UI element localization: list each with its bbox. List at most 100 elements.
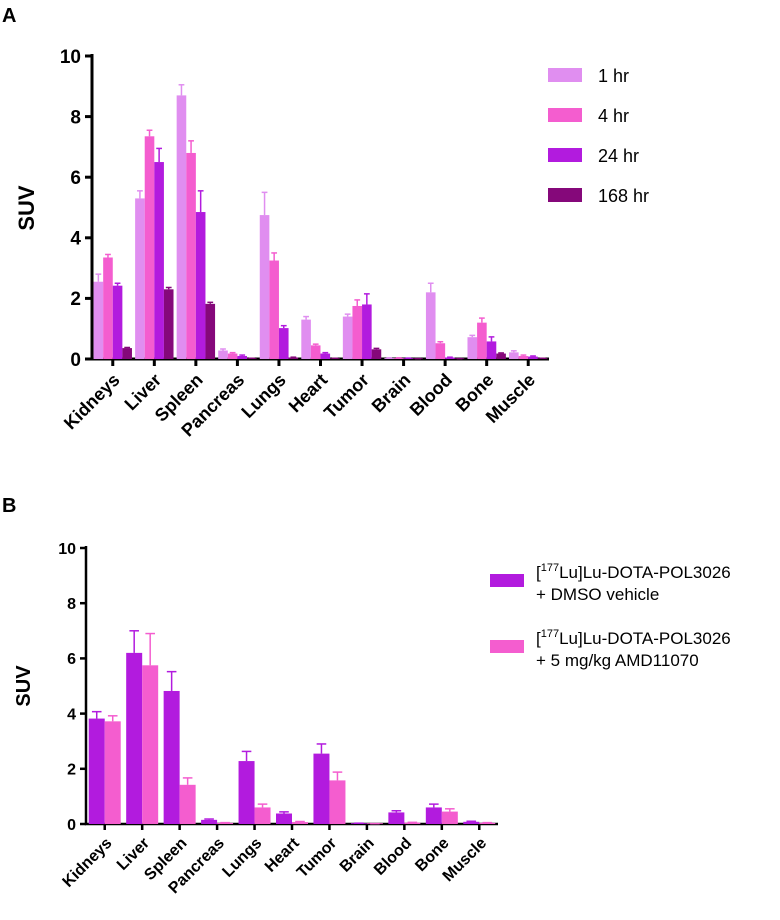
legend-b-swatch-amd [490, 640, 524, 653]
legend-b-label-dmso-line2: + DMSO vehicle [536, 585, 659, 604]
panel-a-bar-brain-1-hr [384, 358, 394, 359]
panel-a-bar-muscle-4-hr [518, 355, 529, 359]
panel-a-bar-bone-168-hr [496, 353, 506, 359]
panel-a-bar-tumor-4-hr [352, 305, 363, 359]
panel-a-y-axis-label: SUV [14, 185, 39, 231]
legend-b-text-amd: Lu]Lu-DOTA-POL3026 [559, 629, 731, 648]
panel-b-bar-muscle-dmso-vehicle [463, 821, 480, 824]
panel-a-bar-heart-1-hr [301, 319, 311, 359]
panel-a-bar-liver-24-hr [154, 162, 164, 359]
panel-b-axes: 0 2 4 6 8 10 [58, 541, 498, 834]
panel-b-bar-blood-dmso-vehicle [388, 812, 405, 824]
panel-a-bar-spleen-24-hr [195, 212, 206, 359]
panel-a-category-label-brain: Brain [368, 370, 415, 417]
panel-a-bar-lungs-1-hr [259, 215, 270, 359]
panel-a-bar-liver-4-hr [144, 136, 155, 359]
panel-a-bar-blood-24-hr [445, 357, 455, 359]
panel-b-bar-spleen-5-mg-kg-amd11070 [179, 784, 196, 824]
panel-a-bar-spleen-168-hr [205, 303, 216, 359]
legend-a-swatch-24hr [548, 148, 582, 162]
panel-b-category-label-lungs: Lungs [219, 835, 265, 881]
panel-a-bar-kidneys-1-hr [93, 281, 104, 359]
panel-a-bar-lungs-4-hr [269, 260, 279, 359]
panel-a-bar-pancreas-4-hr [227, 353, 238, 359]
panel-b-y-tick-label-10: 10 [58, 541, 76, 558]
panel-b-y-axis-label: SUV [13, 665, 35, 707]
legend-a-label-24hr: 24 hr [598, 146, 639, 166]
panel-a-y-tick-label-10: 10 [60, 47, 81, 68]
panel-b-category-label-tumor: Tumor [294, 835, 340, 881]
panel-b-legend: [177Lu]Lu-DOTA-POL3026 + DMSO vehicle [1… [490, 562, 731, 670]
panel-a-bar-liver-168-hr [163, 289, 174, 359]
legend-b-sup-amd: 177 [541, 628, 559, 640]
panel-a-bar-muscle-24-hr [528, 356, 538, 359]
panel-a-y-tick-label-2: 2 [70, 289, 81, 310]
panel-b-bar-muscle-5-mg-kg-amd11070 [479, 822, 496, 824]
panel-b-bar-kidneys-dmso-vehicle [88, 718, 105, 824]
panel-a-bar-heart-4-hr [310, 345, 321, 359]
panel-a-bar-lungs-24-hr [278, 328, 289, 359]
panel-a-bar-bone-24-hr [486, 341, 497, 359]
panel-b-y-tick-label-8: 8 [67, 596, 76, 613]
panel-a-bar-spleen-1-hr [176, 95, 187, 359]
legend-b-label-amd-line2: + 5 mg/kg AMD11070 [536, 651, 699, 670]
panel-a-bar-bone-4-hr [477, 322, 487, 359]
panel-b-bars [88, 630, 496, 825]
legend-a-label-1hr: 1 hr [598, 66, 629, 86]
legend-b-label-amd-line1: [177Lu]Lu-DOTA-POL3026 [536, 628, 731, 648]
panel-a-bar-brain-4-hr [393, 358, 404, 359]
panel-a-bar-pancreas-1-hr [218, 350, 228, 359]
panel-b-bar-heart-dmso-vehicle [276, 813, 292, 824]
panel-b-category-label-brain: Brain [337, 835, 378, 876]
panel-b-bar-lungs-dmso-vehicle [238, 761, 255, 824]
panel-b-category-label-blood: Blood [371, 835, 415, 879]
panel-a-bar-tumor-1-hr [342, 316, 353, 359]
panel-b-bar-heart-5-mg-kg-amd11070 [292, 822, 308, 824]
panel-b-y-tick-label-4: 4 [67, 706, 76, 723]
panel-a-y-tick-label-0: 0 [70, 350, 81, 371]
panel-a-category-label-lungs: Lungs [237, 370, 289, 422]
panel-b-bar-tumor-dmso-vehicle [313, 753, 330, 824]
panel-a-bar-lungs-168-hr [288, 357, 299, 359]
panel-b-bar-liver-dmso-vehicle [126, 652, 143, 824]
panel-a-y-tick-label-6: 6 [70, 168, 81, 189]
legend-a-swatch-168hr [548, 188, 582, 202]
panel-a-y-tick-label-4: 4 [70, 229, 81, 250]
panel-a-y-tick-label-8: 8 [70, 107, 81, 128]
panel-a-bar-muscle-1-hr [509, 352, 519, 359]
panel-a-bar-tumor-168-hr [371, 349, 382, 359]
panel-a-category-label-kidneys: Kidneys [60, 370, 124, 434]
panel-a-bar-tumor-24-hr [362, 304, 372, 359]
legend-b-sup-dmso: 177 [541, 562, 559, 574]
panel-b-bar-blood-5-mg-kg-amd11070 [404, 822, 421, 824]
panel-a-bar-heart-24-hr [320, 353, 331, 359]
panel-a-bar-bone-1-hr [467, 337, 478, 359]
panel-b-bar-spleen-dmso-vehicle [163, 690, 180, 824]
panel-a-category-labels: KidneysLiverSpleenPancreasLungsHeartTumo… [60, 370, 539, 441]
legend-a-label-168hr: 168 hr [598, 186, 649, 206]
panel-b-bar-pancreas-dmso-vehicle [201, 819, 218, 824]
legend-a-label-4hr: 4 hr [598, 106, 629, 126]
panel-b-bar-liver-5-mg-kg-amd11070 [142, 665, 159, 824]
panel-b-bar-tumor-5-mg-kg-amd11070 [329, 780, 346, 824]
panel-a-bar-kidneys-168-hr [122, 348, 132, 359]
panel-a-category-label-tumor: Tumor [320, 370, 373, 423]
legend-b-swatch-dmso [490, 574, 524, 587]
panel-a: A SUV 0 2 4 6 8 10 KidneysLiverSpleenPancreas… [2, 5, 649, 440]
panel-b-category-label-kidneys: Kidneys [60, 835, 116, 891]
legend-a-swatch-1hr [548, 68, 582, 82]
panel-b-bar-lungs-5-mg-kg-amd11070 [254, 807, 271, 824]
panel-a-category-label-blood: Blood [406, 370, 456, 420]
panel-b: B SUV 0 2 4 6 8 10 KidneysLiverSpleenPancreas… [2, 495, 731, 897]
panel-a-bar-liver-1-hr [135, 198, 145, 359]
panel-b-category-labels: KidneysLiverSpleenPancreasLungsHeartTumo… [60, 834, 491, 897]
panel-a-bar-kidneys-4-hr [103, 257, 113, 359]
panel-a-label: A [2, 5, 16, 27]
panel-b-bar-bone-dmso-vehicle [425, 807, 442, 824]
panel-b-label: B [2, 495, 16, 517]
panel-a-bar-pancreas-24-hr [237, 355, 248, 359]
legend-a-swatch-4hr [548, 108, 582, 122]
panel-a-bar-spleen-4-hr [186, 152, 196, 359]
legend-b-label-dmso-line1: [177Lu]Lu-DOTA-POL3026 [536, 562, 731, 582]
